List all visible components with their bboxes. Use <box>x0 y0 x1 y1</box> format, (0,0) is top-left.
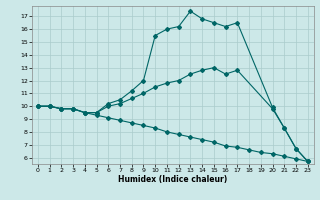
X-axis label: Humidex (Indice chaleur): Humidex (Indice chaleur) <box>118 175 228 184</box>
